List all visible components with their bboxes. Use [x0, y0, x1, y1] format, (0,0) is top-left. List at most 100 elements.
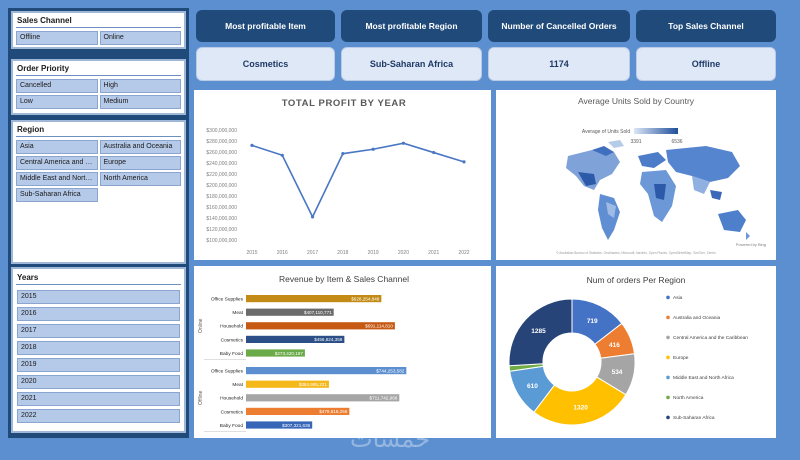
slicer-item-australia-oceania[interactable]: Australia and Oceania — [99, 140, 181, 154]
revenue-bar-chart: Revenue by Item & Sales Channel Office S… — [198, 274, 409, 432]
y-tick-label: $200,000,000 — [206, 183, 237, 189]
profit-point — [371, 147, 375, 151]
y-tick-label: $100,000,000 — [206, 238, 237, 244]
slicer-item-year[interactable]: 2021 — [17, 392, 180, 406]
bar-category-label: Cosmetics — [221, 337, 244, 343]
slicer-title: Region — [17, 125, 45, 134]
revenue-bar — [246, 322, 395, 330]
revenue-bar — [246, 335, 345, 343]
chart-title: Num of orders Per Region — [587, 275, 686, 285]
divider — [16, 27, 181, 28]
legend-label: Middle East and North Africa — [673, 375, 734, 381]
map-attribution: Powered by Bing — [736, 242, 766, 247]
slicer-item-europe[interactable]: Europe — [99, 156, 181, 170]
divider — [16, 75, 181, 76]
kpi-value-cancelled-orders: 1174 — [488, 47, 630, 81]
y-tick-label: $300,000,000 — [206, 128, 237, 134]
map-legend-gradient — [634, 128, 678, 134]
bar-category-label: Office Supplies — [211, 297, 244, 303]
bar-category-label: Household — [220, 324, 243, 330]
years-slicer: Years 2015 2016 2017 2018 2019 2020 2021… — [11, 267, 186, 433]
revenue-bar — [246, 308, 334, 316]
slicer-item-low[interactable]: Low — [16, 95, 98, 109]
group-label: Offline — [198, 390, 204, 405]
profit-point — [401, 141, 406, 145]
slicer-item-central-america[interactable]: Central America and th... — [16, 156, 98, 170]
legend-marker — [666, 295, 670, 300]
slicer-item-middle-east[interactable]: Middle East and North ... — [16, 172, 98, 186]
kpi-label-profitable-region: Most profitable Region — [341, 10, 482, 42]
profit-point — [250, 143, 254, 147]
legend-marker — [666, 335, 670, 340]
bar-data-label: $384,985,221 — [299, 382, 328, 387]
world-map: Average Units Sold by Country Average of… — [556, 96, 766, 255]
map-legend-max: 6536 — [671, 139, 682, 145]
profit-point — [310, 215, 315, 219]
slicer-item-asia[interactable]: Asia — [16, 140, 98, 154]
revenue-bar — [246, 421, 313, 429]
y-tick-label: $120,000,000 — [206, 227, 237, 233]
slicer-item-medium[interactable]: Medium — [99, 95, 181, 109]
legend-label: Central America and the Caribbean — [673, 335, 748, 341]
chart-title: TOTAL PROFIT BY YEAR — [282, 98, 407, 109]
bar-data-label: $479,818,256 — [319, 409, 348, 414]
x-tick-label: 2016 — [277, 250, 288, 256]
watermark-text: خمسات — [350, 425, 431, 453]
x-tick-label: 2020 — [398, 250, 409, 256]
bar-category-label: Household — [220, 396, 243, 402]
bar-data-label: $307,321,636 — [282, 423, 311, 428]
x-tick-label: 2017 — [307, 250, 318, 256]
slicer-item-year[interactable]: 2016 — [17, 307, 180, 321]
x-tick-label: 2021 — [428, 250, 439, 256]
legend-marker — [666, 375, 670, 380]
legend-label: Asia — [673, 295, 683, 301]
y-tick-label: $260,000,000 — [206, 150, 237, 156]
slicer-item-year[interactable]: 2018 — [17, 341, 180, 355]
legend-marker — [666, 315, 670, 320]
bar-category-label: Baby Food — [220, 423, 244, 429]
slice-value-label: 610 — [527, 383, 538, 390]
sales-channel-slicer: Sales Channel Offline Online — [11, 11, 186, 49]
slice-value-label: 1320 — [573, 405, 588, 412]
slicer-item-online[interactable]: Online — [99, 31, 181, 45]
y-tick-label: $160,000,000 — [206, 205, 237, 211]
x-tick-label: 2018 — [337, 250, 348, 256]
slice-value-label: 416 — [609, 342, 620, 349]
legend-label: North America — [673, 395, 704, 401]
y-tick-label: $180,000,000 — [206, 194, 237, 200]
bar-data-label: $691,114,810 — [365, 324, 393, 329]
slicer-item-year[interactable]: 2015 — [17, 290, 180, 304]
legend-label: Sub-Saharan Africa — [673, 415, 715, 421]
slicer-item-cancelled[interactable]: Cancelled — [16, 79, 98, 93]
bar-category-label: Meat — [232, 382, 243, 388]
slicer-item-year[interactable]: 2019 — [17, 358, 180, 372]
profit-point — [462, 160, 466, 164]
chart-title: Revenue by Item & Sales Channel — [279, 274, 409, 284]
y-tick-label: $140,000,000 — [206, 216, 237, 222]
divider — [16, 284, 181, 285]
slicer-title: Sales Channel — [17, 16, 72, 25]
bar-category-label: Meat — [232, 310, 243, 316]
x-tick-label: 2019 — [368, 250, 379, 256]
kpi-value-profitable-item: Cosmetics — [196, 47, 335, 81]
revenue-bar — [246, 367, 407, 375]
kpi-label-profitable-item: Most profitable Item — [196, 10, 335, 42]
slicer-item-year[interactable]: 2020 — [17, 375, 180, 389]
order-priority-slicer: Order Priority Cancelled High Low Medium — [11, 59, 186, 115]
slicer-item-sub-saharan-africa[interactable]: Sub-Saharan Africa — [16, 188, 98, 202]
legend-label: Australia and Oceania — [673, 315, 721, 321]
donut-slice — [533, 376, 627, 426]
slice-value-label: 534 — [612, 369, 623, 376]
revenue-bar — [246, 407, 350, 415]
slicer-item-year[interactable]: 2022 — [17, 409, 180, 423]
slicer-item-north-america[interactable]: North America — [99, 172, 181, 186]
revenue-bar — [246, 349, 305, 357]
slicer-item-year[interactable]: 2017 — [17, 324, 180, 338]
slicer-item-high[interactable]: High — [99, 79, 181, 93]
y-tick-label: $240,000,000 — [206, 161, 237, 167]
bar-category-label: Cosmetics — [221, 409, 244, 415]
group-label: Online — [198, 318, 204, 333]
slicer-item-offline[interactable]: Offline — [16, 31, 98, 45]
divider — [16, 136, 181, 137]
legend-marker — [666, 395, 670, 400]
